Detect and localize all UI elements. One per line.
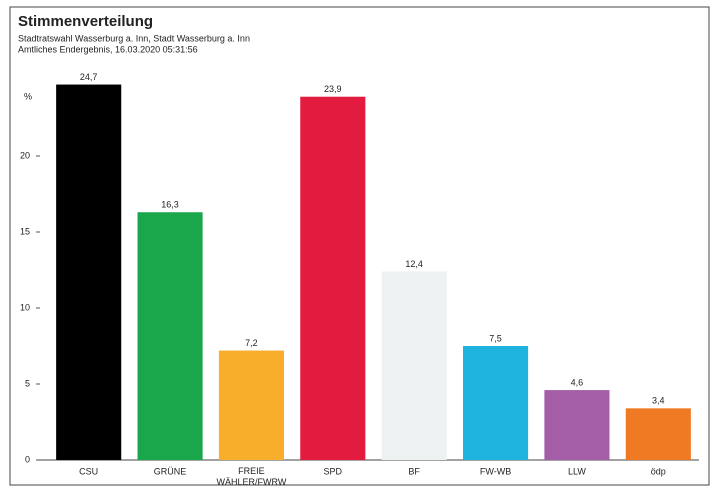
bar	[625, 408, 691, 460]
value-label: 23,9	[324, 84, 342, 94]
y-tick-label: 5	[25, 378, 30, 388]
x-tick-label: SPD	[324, 466, 343, 476]
x-tick-label: FREIE WÄHLER/FWRW	[217, 466, 287, 487]
value-label: 16,3	[161, 200, 179, 210]
bar	[56, 84, 122, 460]
x-tick-label: FW-WB	[480, 466, 511, 476]
chart-title: Stimmenverteilung	[18, 13, 153, 30]
x-tick-label: GRÜNE	[154, 466, 187, 476]
y-axis-label: %	[24, 91, 32, 101]
chart-subtitle: Amtliches Endergebnis, 16.03.2020 05:31:…	[18, 44, 198, 54]
bar	[544, 390, 610, 460]
value-label: 12,4	[405, 259, 423, 269]
x-tick-label: ödp	[651, 466, 666, 476]
value-label: 7,2	[245, 338, 258, 348]
value-label: 3,4	[652, 396, 665, 406]
bar	[218, 350, 284, 460]
x-tick-label: BF	[408, 466, 420, 476]
bar	[463, 346, 529, 460]
x-tick-label: CSU	[79, 466, 98, 476]
bar	[381, 271, 447, 460]
y-tick-label: 0	[25, 454, 30, 464]
value-label: 24,7	[80, 72, 98, 82]
chart-subtitle: Stadtratswahl Wasserburg a. Inn, Stadt W…	[18, 33, 250, 43]
y-tick-label: 10	[20, 302, 30, 312]
value-label: 7,5	[489, 333, 502, 343]
bar	[300, 96, 366, 460]
value-label: 4,6	[571, 377, 584, 387]
x-tick-label: LLW	[568, 466, 586, 476]
y-tick-label: 15	[20, 226, 30, 236]
y-tick-label: 20	[20, 150, 30, 160]
bar	[137, 212, 203, 460]
